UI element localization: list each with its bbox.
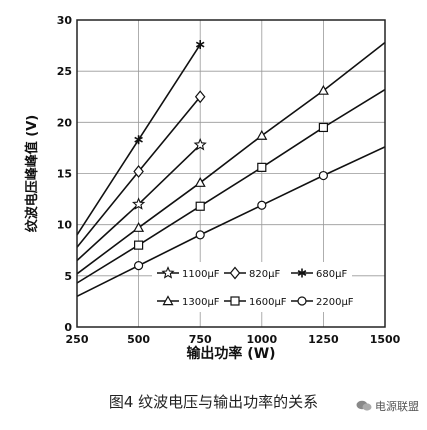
y-tick-label: 15 [57, 168, 72, 181]
ripple-voltage-chart: 250 500 750 1000 1250 1500 0 5 10 15 20 25 30 1100μ… [24, 14, 401, 362]
legend-marker-asterisk [297, 268, 307, 278]
legend-label: 680μF [316, 269, 347, 280]
watermark-text: 电源联盟 [375, 400, 419, 413]
legend-marker-diamond [229, 266, 241, 280]
legend-label: 1100μF [182, 269, 220, 280]
series-lines [76, 41, 386, 298]
watermark: 电源联盟 [356, 398, 419, 414]
x-tick-label: 1250 [308, 333, 339, 346]
y-axis-label: 纹波电压峰峰值 (V) [24, 115, 40, 232]
plot-frame [76, 19, 386, 328]
chat-bubble-icon [356, 400, 372, 411]
series-line-triangle [76, 41, 386, 275]
series-line-circle [76, 146, 386, 298]
series-line-square [76, 88, 386, 284]
data-point-diamond [133, 165, 144, 178]
y-tick-label: 5 [64, 270, 72, 283]
data-point-diamond [194, 90, 206, 104]
legend-label: 820μF [249, 269, 280, 280]
y-tick-label: 20 [57, 116, 73, 129]
y-tick-label: 10 [57, 219, 73, 232]
data-point-circle [195, 230, 205, 240]
y-tick-label: 30 [57, 14, 73, 27]
x-tick-label: 1000 [246, 333, 277, 346]
data-point-square [134, 240, 144, 250]
figure-caption: 图4 纹波电压与输出功率的关系 [108, 393, 319, 411]
legend-marker-star [161, 266, 175, 279]
legend: 1100μF 820μF 680μF 1300μF 1600μF 2200μF [157, 266, 354, 308]
legend-label: 1600μF [249, 297, 287, 308]
legend-item: 2200μF [291, 296, 354, 308]
x-tick-label: 250 [66, 333, 89, 346]
legend-box [152, 262, 352, 312]
x-axis-label: 输出功率 (W) [186, 345, 275, 362]
data-point-square [195, 201, 205, 211]
legend-label: 1300μF [182, 297, 220, 308]
data-point-circle [318, 170, 328, 181]
data-point-asterisk [134, 135, 143, 145]
data-point-circle [257, 200, 267, 210]
legend-marker-square [230, 296, 240, 306]
legend-item: 680μF [291, 268, 347, 280]
legend-item: 1100μF [157, 266, 220, 280]
x-tick-labels: 250 500 750 1000 1250 1500 [66, 333, 401, 346]
data-point-triangle [317, 84, 329, 95]
legend-item: 820μF [224, 266, 280, 280]
x-tick-label: 500 [127, 333, 150, 346]
x-tick-label: 750 [189, 333, 212, 346]
data-point-asterisk [195, 40, 205, 50]
data-point-triangle [194, 176, 206, 187]
legend-item: 1300μF [157, 295, 220, 308]
data-point-star [132, 197, 146, 210]
y-tick-label: 25 [57, 65, 72, 78]
x-tick-label: 1500 [370, 333, 401, 346]
data-point-circle [134, 261, 144, 271]
legend-label: 2200μF [316, 297, 354, 308]
series-markers [132, 40, 329, 271]
legend-item: 1600μF [224, 296, 287, 308]
data-point-square [257, 162, 267, 172]
legend-marker-circle [297, 296, 307, 306]
y-tick-labels: 0 5 10 15 20 25 30 [57, 14, 73, 334]
legend-marker-triangle [162, 295, 174, 306]
data-point-star [193, 137, 207, 151]
data-point-triangle [256, 129, 268, 140]
y-tick-label: 0 [64, 321, 72, 334]
data-point-square [318, 122, 328, 133]
data-point-triangle [133, 222, 145, 232]
